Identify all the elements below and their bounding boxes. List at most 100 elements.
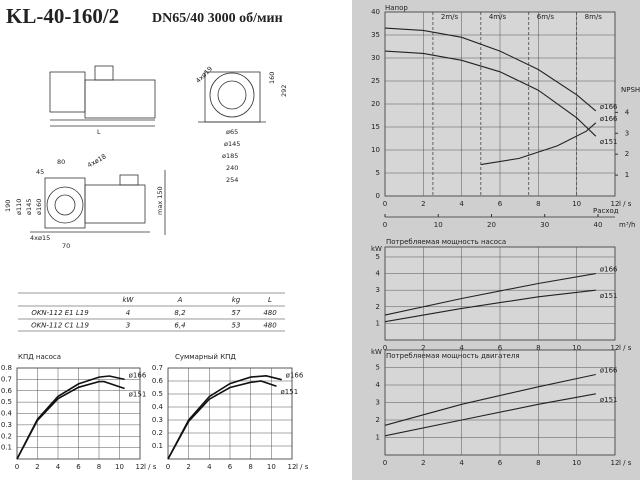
y-tick-label: 5 xyxy=(376,364,380,372)
table-cell: 6,4 xyxy=(174,322,185,330)
curve-label: ø151 xyxy=(600,292,618,300)
y-tick-label: 20 xyxy=(371,100,380,108)
table-header: kg xyxy=(232,296,241,304)
y-tick-label: 5 xyxy=(376,169,380,177)
y-tick-label: 2 xyxy=(376,303,380,311)
table-cell: 4 xyxy=(126,309,130,317)
x-tick-label: 4 xyxy=(459,344,464,352)
x-tick-label: 10 xyxy=(267,463,276,471)
dimension: 70 xyxy=(62,242,70,250)
curve-label: ø151 xyxy=(281,388,299,396)
dimension: 80 xyxy=(57,158,65,166)
x-tick-label: 8 xyxy=(536,459,540,467)
velocity-label: 4m/s xyxy=(489,13,507,21)
curve-label: ø151 xyxy=(600,138,618,146)
table-cell: 8,2 xyxy=(174,309,186,317)
y-tick-label: 5 xyxy=(376,253,380,261)
y-tick-label: 0 xyxy=(376,192,380,200)
dimension: 45 xyxy=(36,168,44,176)
dimension: 190 xyxy=(4,200,12,212)
y-tick-label: 2 xyxy=(376,416,380,424)
y-tick-label: 0.6 xyxy=(1,387,13,395)
x-tick-label: 8 xyxy=(536,200,540,208)
x-tick-label: 4 xyxy=(56,463,61,471)
chart-title: Потребляемая мощность насоса xyxy=(386,238,506,246)
x-tick-label: 12 xyxy=(611,459,620,467)
y-tick-label: 4 xyxy=(376,270,381,278)
curve-label: ø166 xyxy=(129,371,147,379)
x-tick-label: 0 xyxy=(383,459,387,467)
curve xyxy=(384,27,597,112)
x-tick-label: 4 xyxy=(459,200,464,208)
table-header: L xyxy=(268,296,272,304)
x-tick-label: 10 xyxy=(115,463,124,471)
y-tick-label: 0.3 xyxy=(1,421,12,429)
y-tick-label: 25 xyxy=(371,77,380,85)
x-axis-label: l / s xyxy=(144,463,157,471)
y2-tick-label: 4 xyxy=(625,108,630,116)
y-tick-label: 1 xyxy=(376,319,380,327)
y2-tick-label: 2 xyxy=(625,150,629,158)
y-tick-label: 0.2 xyxy=(1,432,12,440)
curve xyxy=(384,393,596,437)
curve xyxy=(384,50,597,137)
x-tick-label: 10 xyxy=(572,200,581,208)
x-tick-label: 2 xyxy=(35,463,39,471)
table-cell: 57 xyxy=(232,309,241,317)
x-tick-label: 8 xyxy=(248,463,252,471)
curve-label: ø166 xyxy=(286,372,304,380)
x-tick-label: 4 xyxy=(459,459,464,467)
y-tick-label: 0.7 xyxy=(152,364,163,372)
y-tick-label: 1 xyxy=(376,434,380,442)
y-tick-label: 0.4 xyxy=(152,403,164,411)
velocity-label: 6m/s xyxy=(537,13,555,21)
chart-title: Потребляемая мощность двигателя xyxy=(386,352,520,360)
table-header: kW xyxy=(123,296,135,304)
x-axis-label: l / s xyxy=(296,463,309,471)
dimension: 160 xyxy=(268,72,276,84)
y-axis-label: kW xyxy=(371,348,382,356)
table-cell: 480 xyxy=(263,309,277,317)
x-tick-label: 6 xyxy=(76,463,81,471)
x-tick-label: 12 xyxy=(288,463,297,471)
x-axis-label: l / s xyxy=(619,459,632,467)
curve-label: ø166 xyxy=(600,115,618,123)
x-tick-label: 12 xyxy=(611,200,620,208)
pump-drawings xyxy=(30,65,266,235)
table-cell: OKN-112 E1 L19 xyxy=(31,309,89,317)
dimension: 292 xyxy=(280,85,288,97)
curve-label: ø166 xyxy=(600,367,618,375)
dimension: ø185 xyxy=(222,152,238,160)
y2-tick-label: 1 xyxy=(625,171,629,179)
table-cell: OKN-112 C1 L19 xyxy=(31,322,89,330)
table-header: A xyxy=(177,296,183,304)
curve-label: ø166 xyxy=(600,103,618,111)
dimension: ø145 xyxy=(224,140,240,148)
x2-tick-label: 10 xyxy=(434,221,443,229)
dimension: 4xø19 xyxy=(194,65,214,85)
y-tick-label: 30 xyxy=(371,54,380,62)
x-tick-label: 6 xyxy=(228,463,233,471)
x2-tick-label: 30 xyxy=(540,221,549,229)
y2-axis-label: NPSH xyxy=(621,86,640,94)
y-tick-label: 4 xyxy=(376,381,381,389)
x-tick-label: 2 xyxy=(186,463,190,471)
model-title: KL-40-160/2 xyxy=(6,4,119,28)
curve xyxy=(384,289,596,323)
model-spec: DN65/40 3000 об/мин xyxy=(152,11,283,26)
y2-tick-label: 3 xyxy=(625,129,629,137)
curve xyxy=(384,373,596,426)
x-tick-label: 12 xyxy=(136,463,145,471)
x2-title: Расход xyxy=(593,207,619,215)
x-axis-label: l / s xyxy=(619,344,632,352)
dimension: ø160 xyxy=(35,199,43,215)
curve-label: ø151 xyxy=(600,396,618,404)
dimension: ø110 xyxy=(15,199,23,215)
y-tick-label: 35 xyxy=(371,31,380,39)
x-tick-label: 0 xyxy=(166,463,170,471)
chart-title: КПД насоса xyxy=(18,353,61,361)
x2-tick-label: 40 xyxy=(594,221,603,229)
x-tick-label: 6 xyxy=(498,200,503,208)
